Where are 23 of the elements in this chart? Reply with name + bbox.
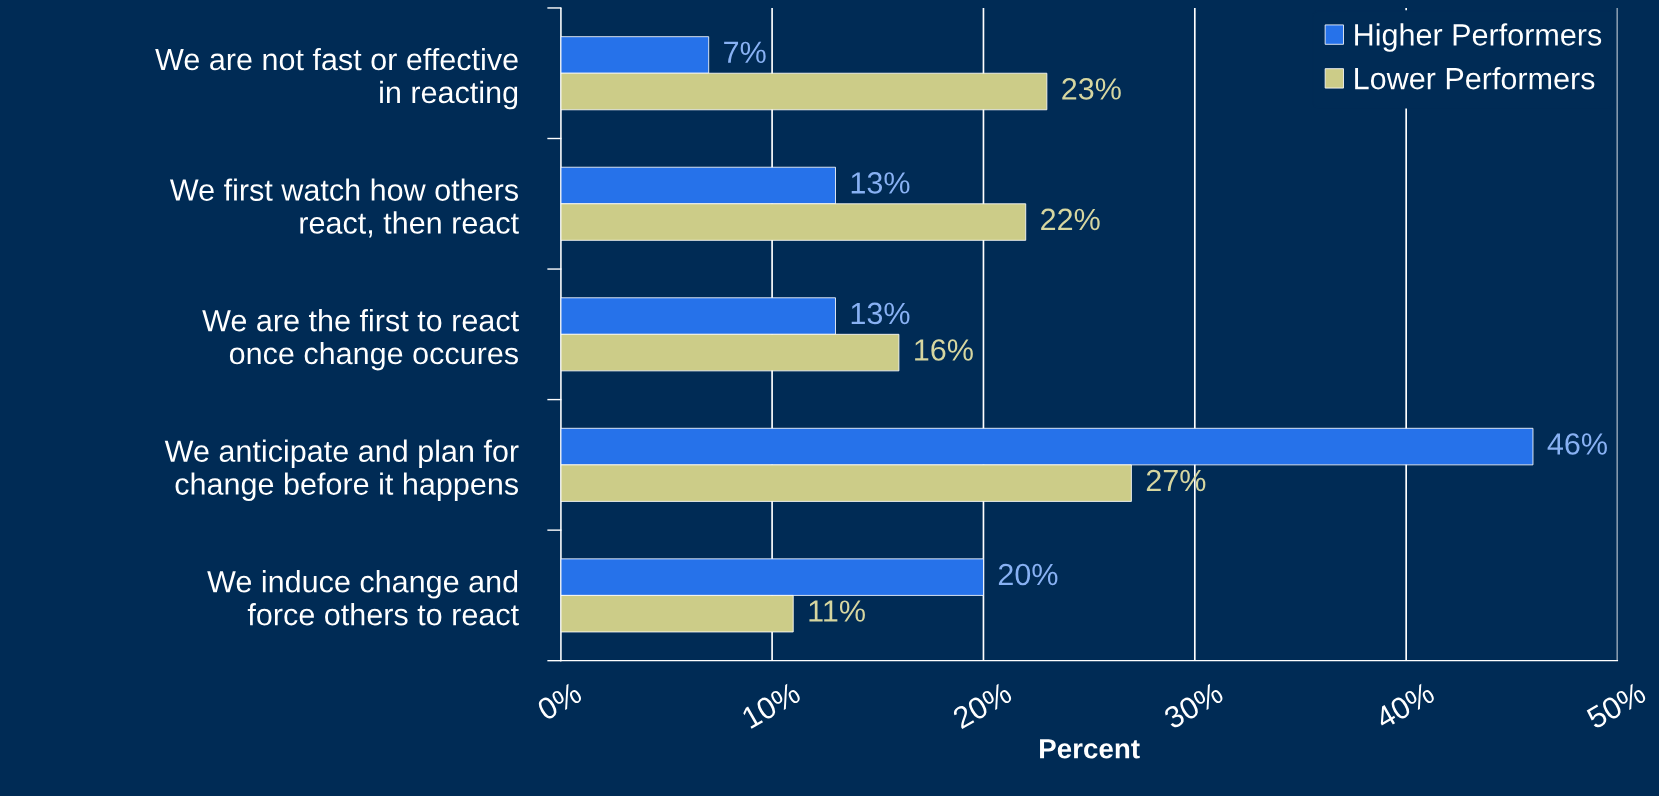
- data-label: 13%: [851, 172, 910, 194]
- x-tick-label: 20%: [951, 681, 1014, 730]
- x-tick-label: 40%: [1373, 681, 1436, 730]
- y-tick-label: We induce change and force others to react: [207, 570, 519, 626]
- y-tick-label: We anticipate and plan for change before it happens: [164, 439, 519, 501]
- data-label: 46%: [1547, 433, 1607, 455]
- x-tick-label: 10%: [740, 681, 802, 729]
- data-label: 22%: [1041, 208, 1100, 231]
- data-label: 23%: [1062, 78, 1121, 100]
- data-label: 7%: [724, 41, 766, 64]
- y-tick-label: We are not fast or effective in reacting: [155, 47, 518, 110]
- x-tick-label: 50%: [1585, 681, 1648, 730]
- y-tick-label: We first watch how others react, then react: [169, 178, 519, 238]
- x-tick-label: 0%: [535, 681, 584, 722]
- data-label: 13%: [851, 302, 910, 325]
- data-label: 11%: [809, 600, 865, 622]
- x-tick-label: 30%: [1162, 681, 1225, 730]
- legend-label: Lower Performers: [1355, 67, 1595, 90]
- data-label: 16%: [915, 339, 973, 361]
- data-label: 20%: [998, 563, 1058, 586]
- legend-label: Higher Performers: [1355, 23, 1602, 52]
- y-tick-label: We are the first to react once change occures: [202, 309, 519, 371]
- x-axis-title: Percent: [1040, 739, 1140, 759]
